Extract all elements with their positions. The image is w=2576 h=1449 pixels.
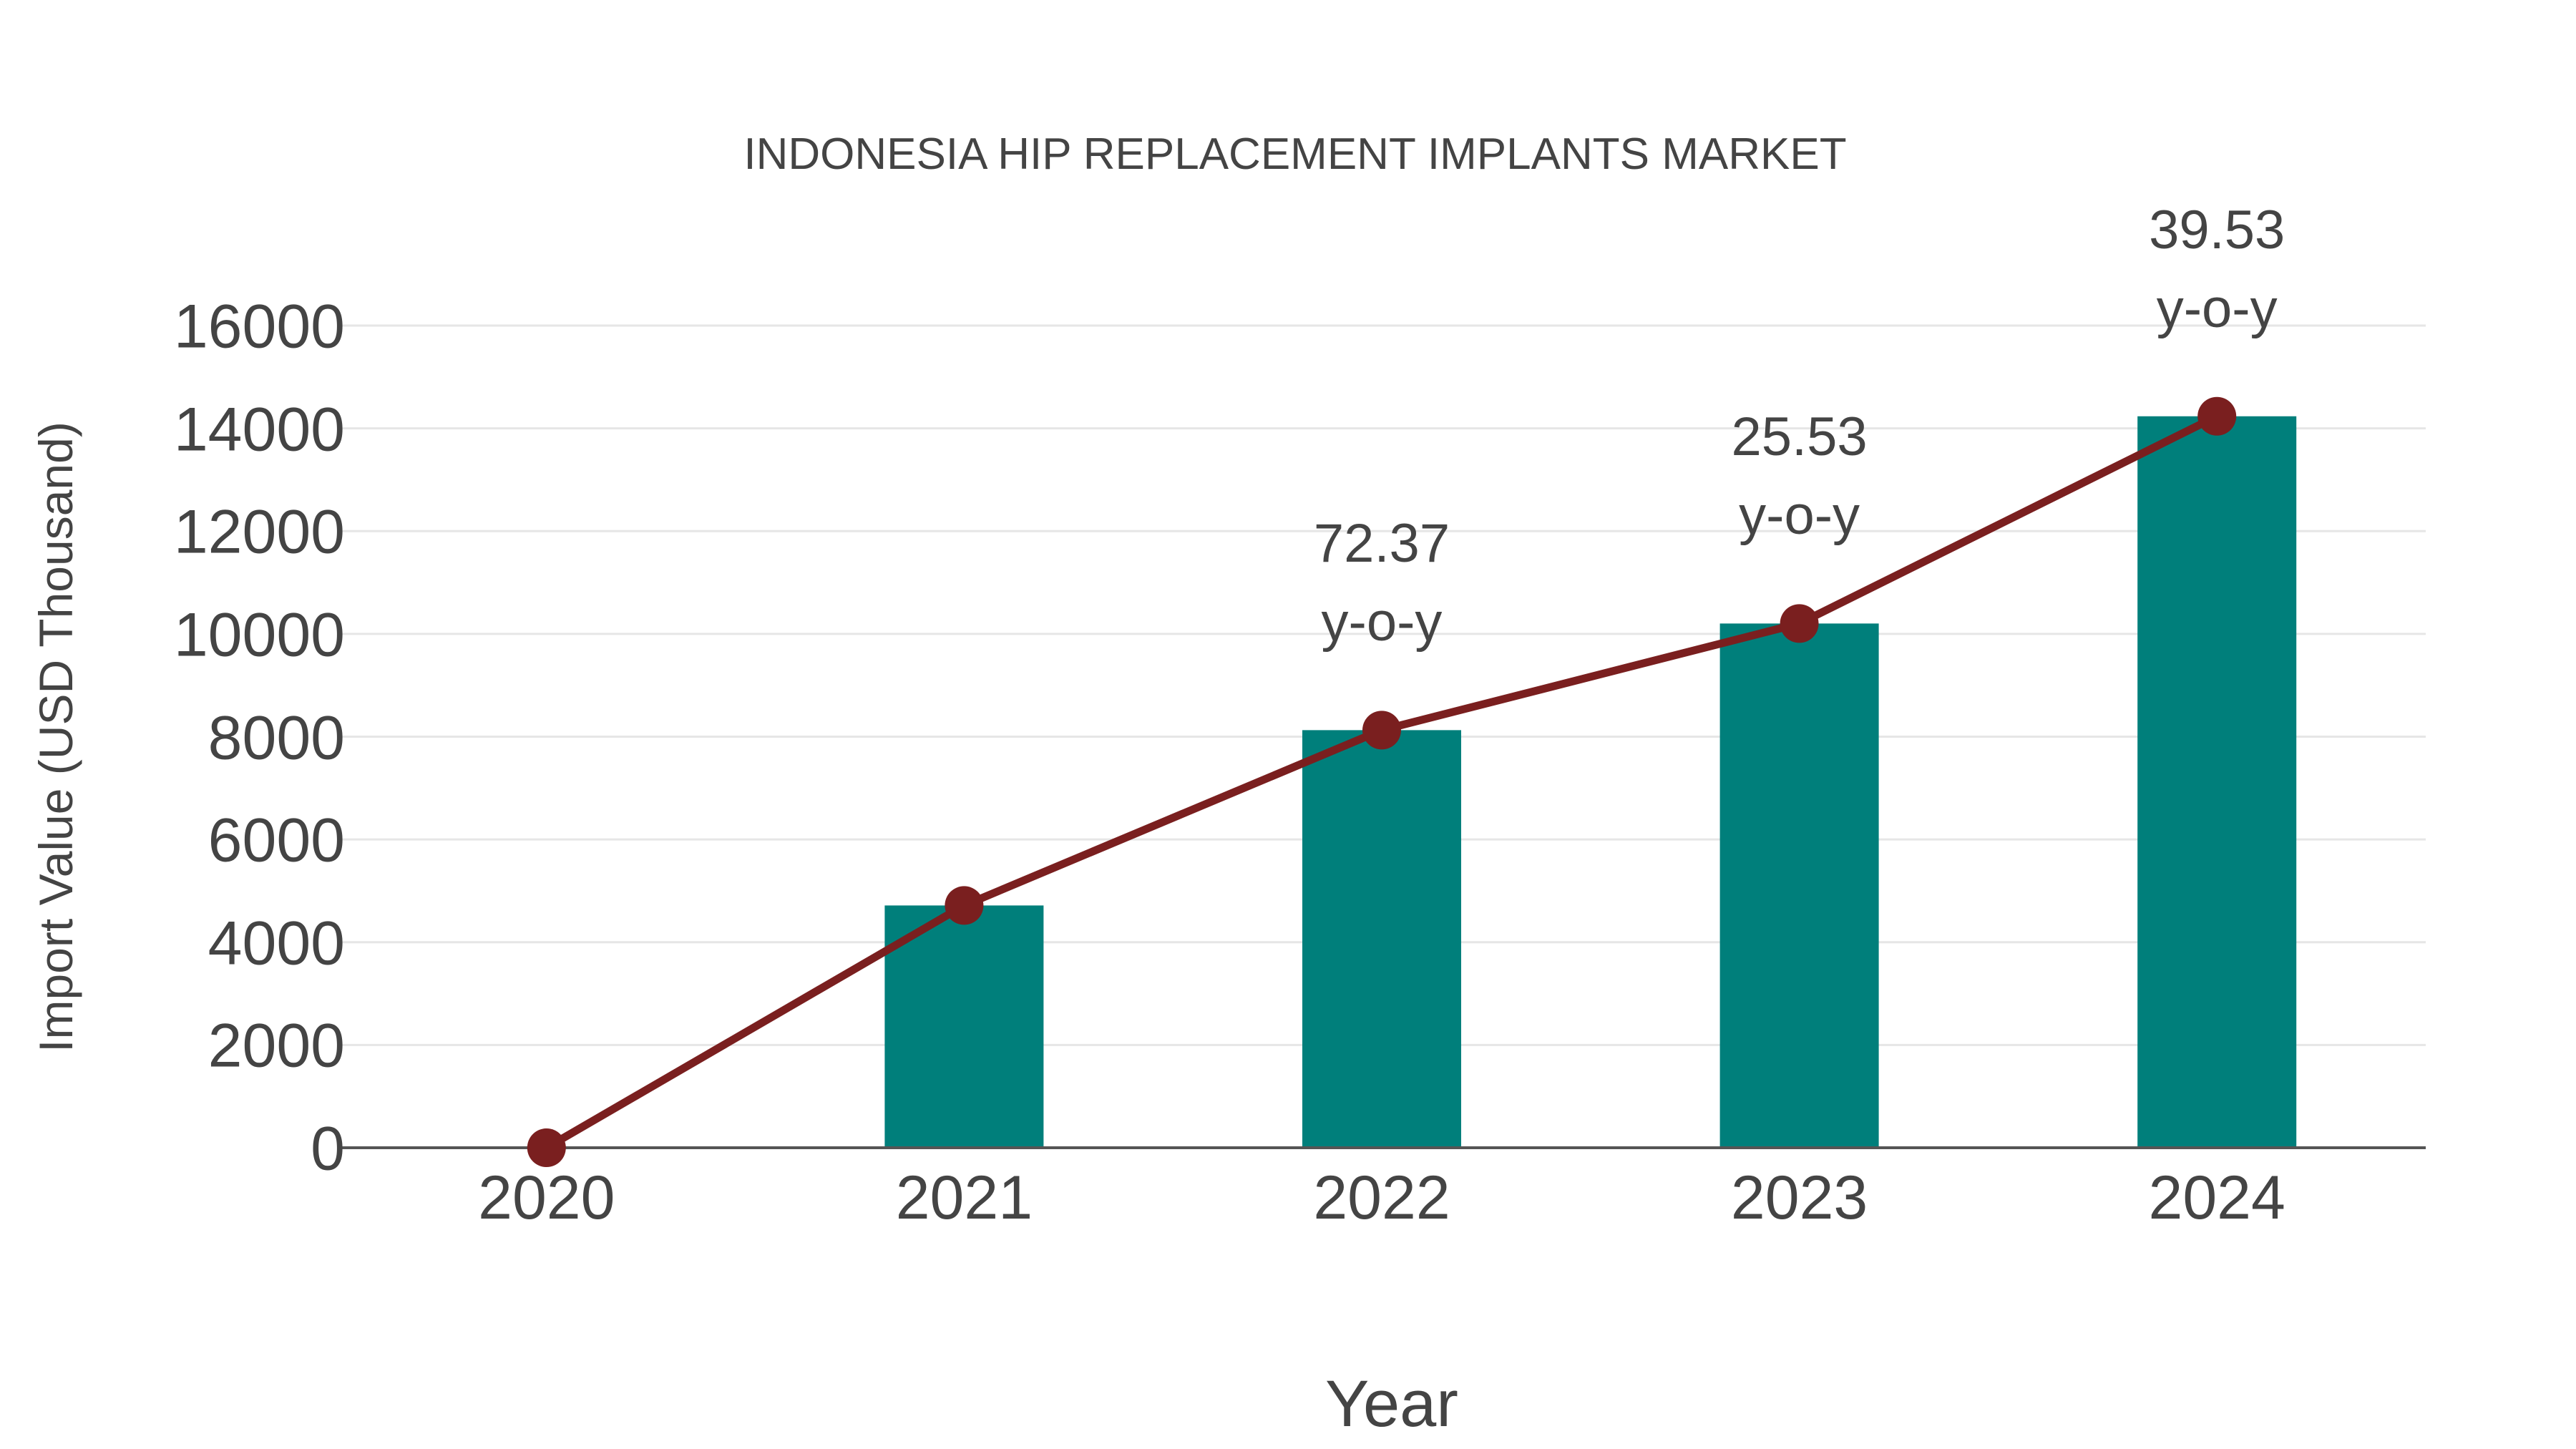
y-tick-label: 14000 bbox=[173, 395, 345, 464]
y-tick-label: 2000 bbox=[208, 1011, 345, 1080]
chart-title: INDONESIA HIP REPLACEMENT IMPLANTS MARKE… bbox=[743, 130, 1847, 179]
y-tick-label: 12000 bbox=[173, 497, 345, 567]
bar bbox=[2137, 416, 2297, 1148]
data-point-marker bbox=[2197, 396, 2237, 436]
yoy-value: 72.37 bbox=[1313, 513, 1450, 575]
x-tick-label: 2023 bbox=[1730, 1163, 1868, 1232]
yoy-annotation: 72.37 y-o-y bbox=[1314, 504, 1450, 662]
data-point-marker bbox=[527, 1128, 566, 1167]
yoy-suffix: y-o-y bbox=[1739, 485, 1860, 547]
y-tick-label: 16000 bbox=[173, 292, 345, 361]
x-tick-label: 2024 bbox=[2148, 1163, 2285, 1232]
y-tick-label: 8000 bbox=[208, 703, 345, 772]
bar bbox=[1719, 623, 1879, 1148]
x-tick-label: 2022 bbox=[1313, 1163, 1450, 1232]
y-tick-label: 0 bbox=[311, 1114, 345, 1184]
yoy-annotation: 25.53 y-o-y bbox=[1732, 398, 1868, 555]
bar bbox=[1302, 730, 1461, 1148]
data-point-marker bbox=[945, 886, 984, 925]
yoy-suffix: y-o-y bbox=[2156, 278, 2278, 339]
line-series bbox=[527, 396, 2237, 1167]
bar-series bbox=[884, 416, 2297, 1148]
data-point-marker bbox=[1780, 604, 1819, 643]
data-point-marker bbox=[1362, 711, 1401, 750]
yoy-value: 25.53 bbox=[1731, 406, 1868, 468]
x-axis-label: Year bbox=[1325, 1367, 1458, 1440]
bar bbox=[884, 905, 1044, 1148]
y-tick-label: 10000 bbox=[173, 600, 345, 670]
x-tick-label: 2020 bbox=[478, 1163, 615, 1232]
y-tick-label: 6000 bbox=[208, 806, 345, 875]
x-tick-label: 2021 bbox=[895, 1163, 1033, 1232]
y-tick-label: 4000 bbox=[208, 909, 345, 978]
yoy-suffix: y-o-y bbox=[1321, 592, 1443, 653]
yoy-annotation: 39.53 y-o-y bbox=[2149, 191, 2285, 348]
yoy-value: 39.53 bbox=[2149, 199, 2285, 260]
